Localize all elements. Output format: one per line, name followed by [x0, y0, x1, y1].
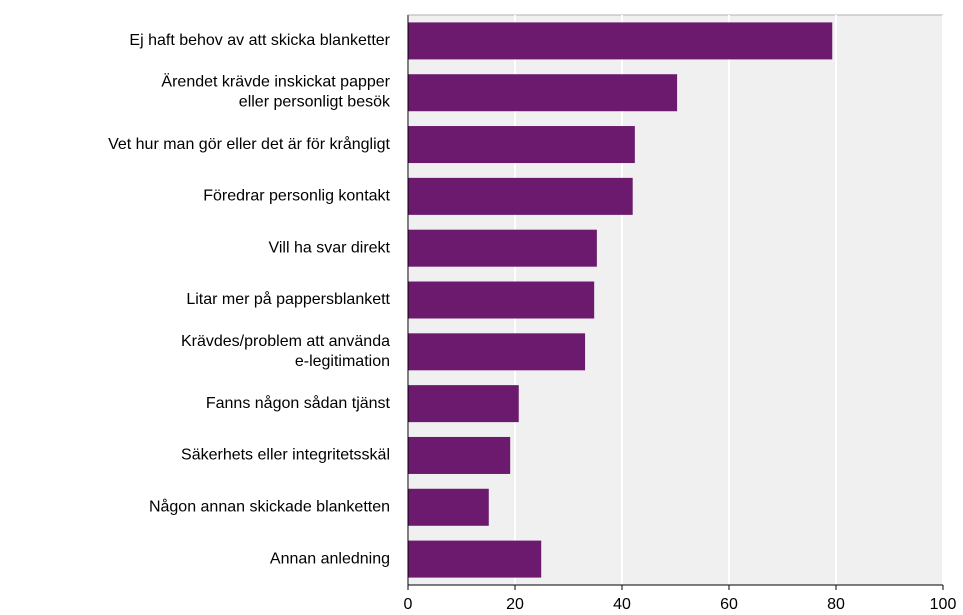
bar [408, 177, 633, 215]
bar [408, 333, 586, 371]
y-tick-label: Vill ha svar direkt [268, 239, 390, 256]
y-tick-label: Ärendet krävde inskickat papper eller per… [161, 73, 391, 111]
x-tick-label: 40 [613, 596, 631, 613]
bar [408, 22, 833, 60]
bar [408, 385, 519, 423]
y-tick-label: Vet hur man gör eller det är för krångli… [108, 135, 390, 153]
y-tick-label: Annan anledning [270, 550, 390, 567]
x-tick-label: 80 [827, 596, 845, 613]
bar [408, 488, 489, 526]
y-tick-label: Föredrar personlig kontakt [203, 188, 390, 205]
bar [408, 540, 542, 578]
y-tick-label: Krävdes/problem att använda e-legitimatio… [181, 333, 390, 370]
x-tick-label: 0 [404, 596, 413, 613]
x-tick-label: 100 [930, 596, 957, 613]
y-tick-label: Ej haft behov av att skicka blanketter [129, 32, 390, 49]
x-tick-label: 20 [506, 596, 524, 613]
y-tick-label: Litar mer på pappersblankett [186, 290, 390, 308]
x-tick-label: 60 [720, 596, 738, 613]
bar [408, 229, 597, 267]
y-tick-label: Någon annan skickade blanketten [149, 497, 390, 515]
bar [408, 281, 595, 319]
bar [408, 74, 678, 112]
y-tick-label: Fanns någon sådan tjänst [206, 394, 391, 412]
bar [408, 436, 511, 474]
y-tick-label: Säkerhets eller integritetsskäl [181, 447, 390, 464]
bar [408, 126, 635, 164]
